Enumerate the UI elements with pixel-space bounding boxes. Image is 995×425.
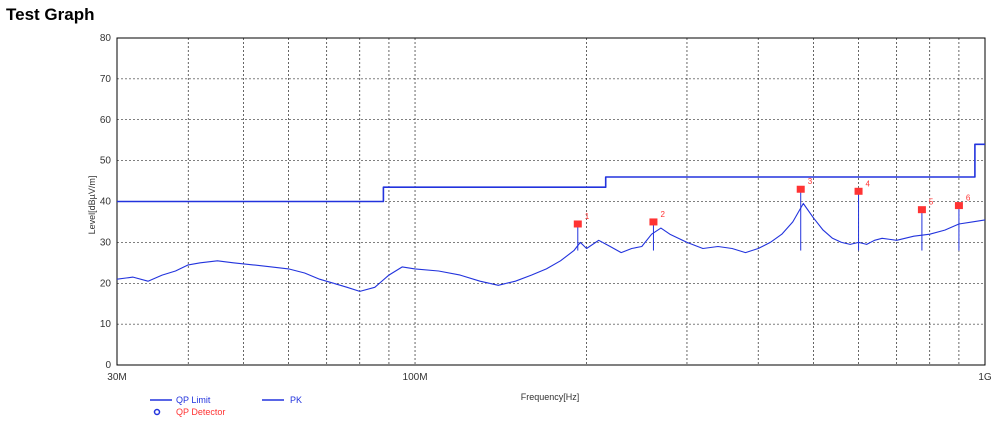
qp-detector-marker-label: 6 [966,194,971,203]
qp-detector-marker-label: 4 [866,179,871,188]
x-tick-label: 100M [403,372,428,383]
grid [117,38,985,365]
series-layer [116,143,986,292]
x-tick-label: 1G [978,372,992,383]
chart-title: Test Graph [6,5,95,24]
qp-detector-marker [917,206,926,214]
y-tick-label: 70 [100,74,112,85]
legend-qp-detector-marker [153,408,161,416]
pk-trace-line [116,202,986,292]
x-tick-labels: 30M 100M 1G [107,372,992,383]
qp-detector-marker-label: 1 [585,212,590,221]
y-tick-label: 30 [100,237,112,248]
y-tick-label: 80 [100,33,112,44]
y-tick-label: 0 [105,360,111,371]
qp-detector-marker-label: 5 [929,198,934,207]
qp-detector-marker-label: 3 [808,177,813,186]
x-axis-label: Frequency[Hz] [521,392,580,402]
y-tick-label: 10 [100,319,112,330]
y-tick-label: 60 [100,115,112,126]
qp-limit-line [117,143,985,203]
legend: QP Limit PK QP Detector [150,395,302,417]
qp-detector-marker [796,185,805,193]
spike-layer [577,189,960,251]
legend-qp-detector-label: QP Detector [176,407,225,417]
legend-qp-limit-label: QP Limit [176,395,211,405]
y-tick-label: 20 [100,278,112,289]
qp-detector-marker [649,218,658,226]
legend-pk-label: PK [290,395,302,405]
y-tick-label: 50 [100,156,112,167]
x-tick-label: 30M [107,372,126,383]
qp-detector-marker [854,187,863,195]
qp-marker-layer: 1 2 3 4 5 6 [573,177,971,228]
qp-detector-marker [954,202,963,210]
y-tick-label: 40 [100,197,112,208]
qp-detector-marker [573,220,582,228]
y-axis-label: Level[dBµV/m] [87,176,97,235]
qp-detector-marker-label: 2 [660,210,665,219]
y-tick-labels: 0 10 20 30 40 50 60 70 80 [100,33,112,371]
